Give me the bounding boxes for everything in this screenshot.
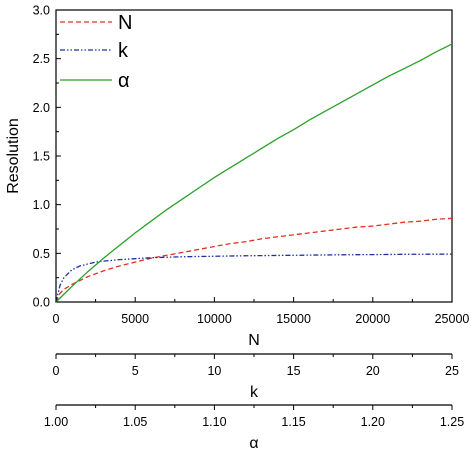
legend-label: k [118,40,129,62]
y-tick-label: 1.5 [33,150,50,164]
x-tick-label: 1.00 [44,415,68,429]
y-tick-label: 3.0 [33,4,50,18]
x-tick-label: 15000 [276,312,311,326]
legend-label: N [118,12,132,34]
x-tick-label: 1.25 [440,415,464,429]
x-tick-label: 5 [132,364,139,378]
y-tick-label: 0.5 [33,247,50,261]
y-tick-label: 2.0 [33,101,50,115]
x-tick-label: 20 [366,364,380,378]
x-tick-label: 10 [207,364,221,378]
y-tick-label: 0.0 [33,296,50,310]
x-tick-label: 1.10 [202,415,226,429]
x-tick-label: 25 [445,364,459,378]
plot-frame [55,9,453,303]
series-line [55,217,453,303]
x-axes: 0 5000 10000 15000 20000 25000 N 0 5 10 15 20 25 k 1.0… [44,297,470,452]
x-tick-label: 5000 [121,312,149,326]
y-axis-title: Resolution [5,118,22,194]
y-tick-label: 2.5 [33,52,50,66]
x-tick-label: 10000 [197,312,232,326]
x-axis-title: α [249,435,258,452]
series-line [55,253,453,303]
series-layer [55,43,453,303]
series-line [55,43,453,303]
legend: Nkα [60,12,132,92]
x-axis-title: N [248,332,260,349]
x-tick-label: 0 [53,364,60,378]
x-tick-label: 1.20 [361,415,385,429]
x-tick-label: 25000 [435,312,470,326]
x-tick-label: 15 [287,364,301,378]
x-tick-label: 1.05 [123,415,147,429]
y-axis: 0.0 0.5 1.0 1.5 2.0 2.5 3.0 [33,4,61,310]
legend-label: α [118,70,130,92]
y-tick-label: 1.0 [33,198,50,212]
x-tick-label: 0 [53,312,60,326]
x-tick-label: 20000 [355,312,390,326]
x-axis-title: k [250,384,259,401]
x-tick-label: 1.15 [281,415,305,429]
